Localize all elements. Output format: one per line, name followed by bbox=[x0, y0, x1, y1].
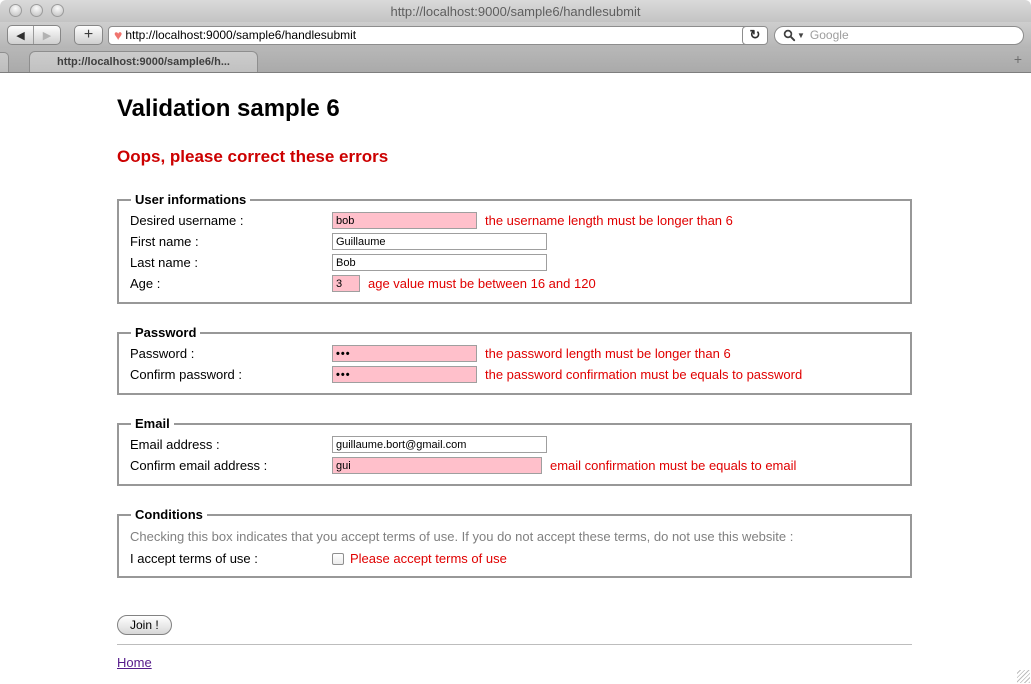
window-titlebar[interactable]: http://localhost:9000/sample6/handlesubm… bbox=[0, 0, 1031, 22]
resize-grip-icon[interactable] bbox=[1017, 670, 1030, 683]
zoom-window-button[interactable] bbox=[51, 4, 64, 17]
fieldset-email: Email Email address : Confirm email addr… bbox=[117, 416, 912, 486]
conditions-note: Checking this box indicates that you acc… bbox=[130, 529, 794, 544]
new-tab-button[interactable]: + bbox=[1013, 51, 1022, 67]
password-label: Password : bbox=[130, 346, 195, 361]
username-label: Desired username : bbox=[130, 213, 244, 228]
password-input[interactable] bbox=[332, 345, 477, 362]
search-field[interactable]: ▼ Google bbox=[774, 25, 1024, 45]
form-row-password-confirm: Confirm password : the password confirma… bbox=[130, 366, 900, 383]
accept-terms-checkbox[interactable] bbox=[332, 552, 344, 565]
firstname-label: First name : bbox=[130, 234, 199, 249]
form-row-username: Desired username : the username length m… bbox=[130, 212, 900, 229]
page-content: Validation sample 6 Oops, please correct… bbox=[0, 73, 1031, 683]
email-confirm-error: email confirmation must be equals to ema… bbox=[550, 458, 797, 473]
close-window-button[interactable] bbox=[9, 4, 22, 17]
age-input[interactable] bbox=[332, 275, 360, 292]
form-row-email-confirm: Confirm email address : email confirmati… bbox=[130, 457, 900, 474]
back-button[interactable]: ◀ bbox=[8, 26, 34, 44]
firstname-input[interactable] bbox=[332, 233, 547, 250]
page-title: Validation sample 6 bbox=[117, 95, 340, 122]
password-error: the password length must be longer than … bbox=[485, 346, 731, 361]
search-placeholder: Google bbox=[809, 28, 849, 42]
signup-form: User informations Desired username : the… bbox=[117, 192, 912, 635]
email-label: Email address : bbox=[130, 437, 220, 452]
legend-user-informations: User informations bbox=[135, 192, 247, 207]
window-controls bbox=[9, 4, 64, 17]
password-confirm-label: Confirm password : bbox=[130, 367, 242, 382]
search-icon[interactable] bbox=[783, 29, 796, 42]
tab-bar-left-edge bbox=[0, 52, 9, 72]
password-confirm-error: the password confirmation must be equals… bbox=[485, 367, 803, 382]
email-confirm-input[interactable] bbox=[332, 457, 542, 474]
legend-conditions: Conditions bbox=[135, 507, 203, 522]
email-input[interactable] bbox=[332, 436, 547, 453]
tab-bar: http://localhost:9000/sample6/h... + bbox=[0, 48, 1031, 73]
tab-current[interactable]: http://localhost:9000/sample6/h... bbox=[29, 51, 258, 72]
form-row-email: Email address : bbox=[130, 436, 900, 453]
accept-terms-label: I accept terms of use : bbox=[130, 551, 258, 566]
browser-toolbar: ◀ ▶ + ♥ http://localhost:9000/sample6/ha… bbox=[0, 22, 1031, 48]
forward-button[interactable]: ▶ bbox=[42, 29, 52, 42]
error-summary-heading: Oops, please correct these errors bbox=[117, 147, 389, 166]
divider bbox=[117, 644, 912, 645]
search-dropdown-icon[interactable]: ▼ bbox=[797, 30, 805, 40]
window-title: http://localhost:9000/sample6/handlesubm… bbox=[390, 3, 641, 19]
minimize-window-button[interactable] bbox=[30, 4, 43, 17]
username-input[interactable] bbox=[332, 212, 477, 229]
legend-email: Email bbox=[135, 416, 170, 431]
address-text: http://localhost:9000/sample6/handlesubm… bbox=[125, 28, 357, 42]
add-bookmark-button[interactable]: + bbox=[74, 25, 103, 45]
form-row-password: Password : the password length must be l… bbox=[130, 345, 900, 362]
fieldset-conditions: Conditions Checking this box indicates t… bbox=[117, 507, 912, 578]
form-row-firstname: First name : bbox=[130, 233, 900, 250]
form-row-age: Age : age value must be between 16 and 1… bbox=[130, 275, 900, 292]
address-bar[interactable]: ♥ http://localhost:9000/sample6/handlesu… bbox=[108, 25, 768, 45]
username-error: the username length must be longer than … bbox=[485, 213, 733, 228]
reload-icon[interactable]: ↻ bbox=[742, 26, 767, 44]
email-confirm-label: Confirm email address : bbox=[130, 458, 268, 473]
fieldset-password: Password Password : the password length … bbox=[117, 325, 912, 395]
history-nav-group: ◀ ▶ bbox=[7, 25, 61, 45]
favicon-heart-icon: ♥ bbox=[114, 27, 123, 43]
join-button[interactable]: Join ! bbox=[117, 615, 172, 635]
home-link[interactable]: Home bbox=[117, 655, 152, 670]
lastname-label: Last name : bbox=[130, 255, 198, 270]
form-row-lastname: Last name : bbox=[130, 254, 900, 271]
age-error: age value must be between 16 and 120 bbox=[368, 276, 596, 291]
legend-password: Password bbox=[135, 325, 197, 340]
form-row-accept-terms: I accept terms of use : Please accept te… bbox=[130, 551, 900, 566]
password-confirm-input[interactable] bbox=[332, 366, 477, 383]
accept-terms-error: Please accept terms of use bbox=[350, 551, 507, 566]
age-label: Age : bbox=[130, 276, 161, 291]
fieldset-user-informations: User informations Desired username : the… bbox=[117, 192, 912, 304]
tab-title: http://localhost:9000/sample6/h... bbox=[57, 56, 230, 68]
lastname-input[interactable] bbox=[332, 254, 547, 271]
